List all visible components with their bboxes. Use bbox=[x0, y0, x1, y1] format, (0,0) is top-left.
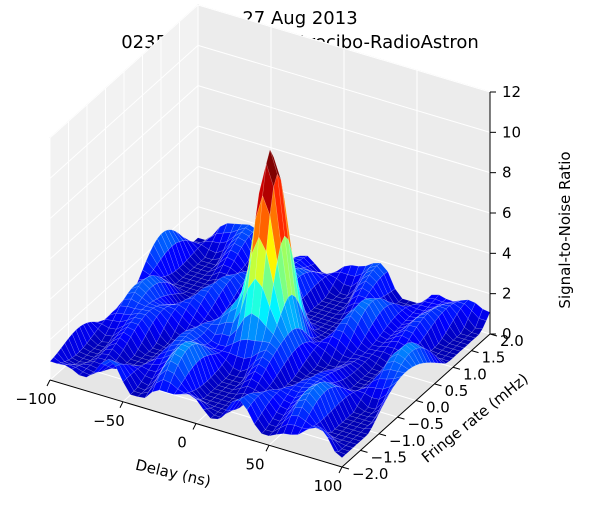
surface-patch bbox=[375, 398, 387, 418]
surface-patch bbox=[434, 354, 447, 364]
y-tick-label: −2.0 bbox=[352, 465, 388, 483]
grid-line bbox=[49, 4, 199, 139]
grid-line bbox=[49, 85, 199, 220]
x-tick bbox=[119, 401, 124, 408]
surface-patch bbox=[334, 451, 347, 458]
z-tick-label: 2 bbox=[502, 285, 512, 303]
y-tick-label: −0.5 bbox=[408, 415, 444, 433]
y-tick-label: 1.5 bbox=[482, 349, 506, 367]
z-axis-label: Signal-to-Noise Ratio bbox=[556, 151, 574, 308]
z-tick-label: 4 bbox=[502, 244, 512, 262]
surface-patch bbox=[390, 376, 402, 387]
x-tick bbox=[46, 379, 51, 387]
x-tick-label: 50 bbox=[245, 455, 264, 473]
y-tick bbox=[378, 433, 387, 437]
grid-line bbox=[49, 125, 199, 260]
grid-line bbox=[197, 125, 491, 214]
axes: −100−50050100−2.0−1.5−1.0−0.50.00.51.01.… bbox=[15, 83, 523, 495]
surface-patch bbox=[441, 355, 454, 362]
surface-patch bbox=[352, 435, 365, 442]
grid-line bbox=[49, 165, 199, 300]
surface-patch bbox=[452, 345, 465, 352]
grid-line bbox=[197, 85, 491, 174]
x-tick bbox=[192, 423, 197, 430]
y-tick bbox=[452, 366, 461, 370]
surface-patch bbox=[349, 438, 361, 445]
surface-patch bbox=[382, 386, 394, 403]
surface-patch bbox=[345, 441, 358, 448]
y-tick bbox=[434, 383, 442, 387]
surface-patch bbox=[404, 353, 417, 368]
grid-line bbox=[49, 206, 199, 341]
grid-line bbox=[197, 4, 491, 93]
y-tick bbox=[415, 400, 424, 403]
x-tick bbox=[338, 466, 343, 474]
y-tick bbox=[471, 350, 479, 354]
y-tick bbox=[341, 466, 350, 470]
surface-patch bbox=[341, 445, 354, 452]
grid-line bbox=[197, 44, 491, 133]
surface-patch bbox=[471, 327, 483, 335]
y-tick-label: 0.5 bbox=[445, 382, 469, 400]
surface-patch bbox=[449, 348, 461, 355]
surface-patch bbox=[337, 448, 350, 455]
x-tick-label: −50 bbox=[93, 412, 125, 430]
z-tick-label: 10 bbox=[502, 123, 521, 141]
y-tick-label: 1.0 bbox=[463, 365, 487, 383]
surface-patch bbox=[427, 349, 439, 364]
surface-patch bbox=[415, 347, 428, 364]
surface-patch bbox=[360, 428, 372, 435]
z-tick-label: 8 bbox=[502, 164, 512, 182]
y-tick-label: −1.0 bbox=[389, 432, 425, 450]
surface-mesh bbox=[49, 148, 491, 458]
y-tick bbox=[397, 416, 405, 420]
y-tick-label: −1.5 bbox=[371, 448, 407, 466]
surface-patch bbox=[408, 350, 420, 366]
z-tick-label: 0 bbox=[502, 325, 512, 343]
z-tick-label: 12 bbox=[502, 83, 521, 101]
surface-patch bbox=[397, 364, 409, 374]
y-tick-label: 2.0 bbox=[500, 332, 524, 350]
surface-patch bbox=[475, 318, 487, 330]
z-tick-label: 6 bbox=[502, 204, 512, 222]
y-tick bbox=[360, 449, 368, 453]
y-tick-label: 0.0 bbox=[426, 399, 450, 417]
x-tick-label: 100 bbox=[314, 477, 343, 495]
chart-title: 27 Aug 2013 bbox=[242, 8, 358, 29]
surface-patch bbox=[356, 432, 369, 439]
x-tick-label: −100 bbox=[15, 390, 56, 408]
grid-line bbox=[197, 165, 491, 254]
x-tick-label: 0 bbox=[177, 434, 187, 452]
x-tick bbox=[265, 445, 270, 452]
surface-patch bbox=[445, 352, 458, 359]
grid-line bbox=[49, 44, 199, 179]
surface-patch bbox=[423, 347, 435, 364]
grid-line bbox=[197, 206, 491, 295]
x-axis-label: Delay (ns) bbox=[134, 456, 213, 491]
surface-patch bbox=[460, 338, 472, 345]
